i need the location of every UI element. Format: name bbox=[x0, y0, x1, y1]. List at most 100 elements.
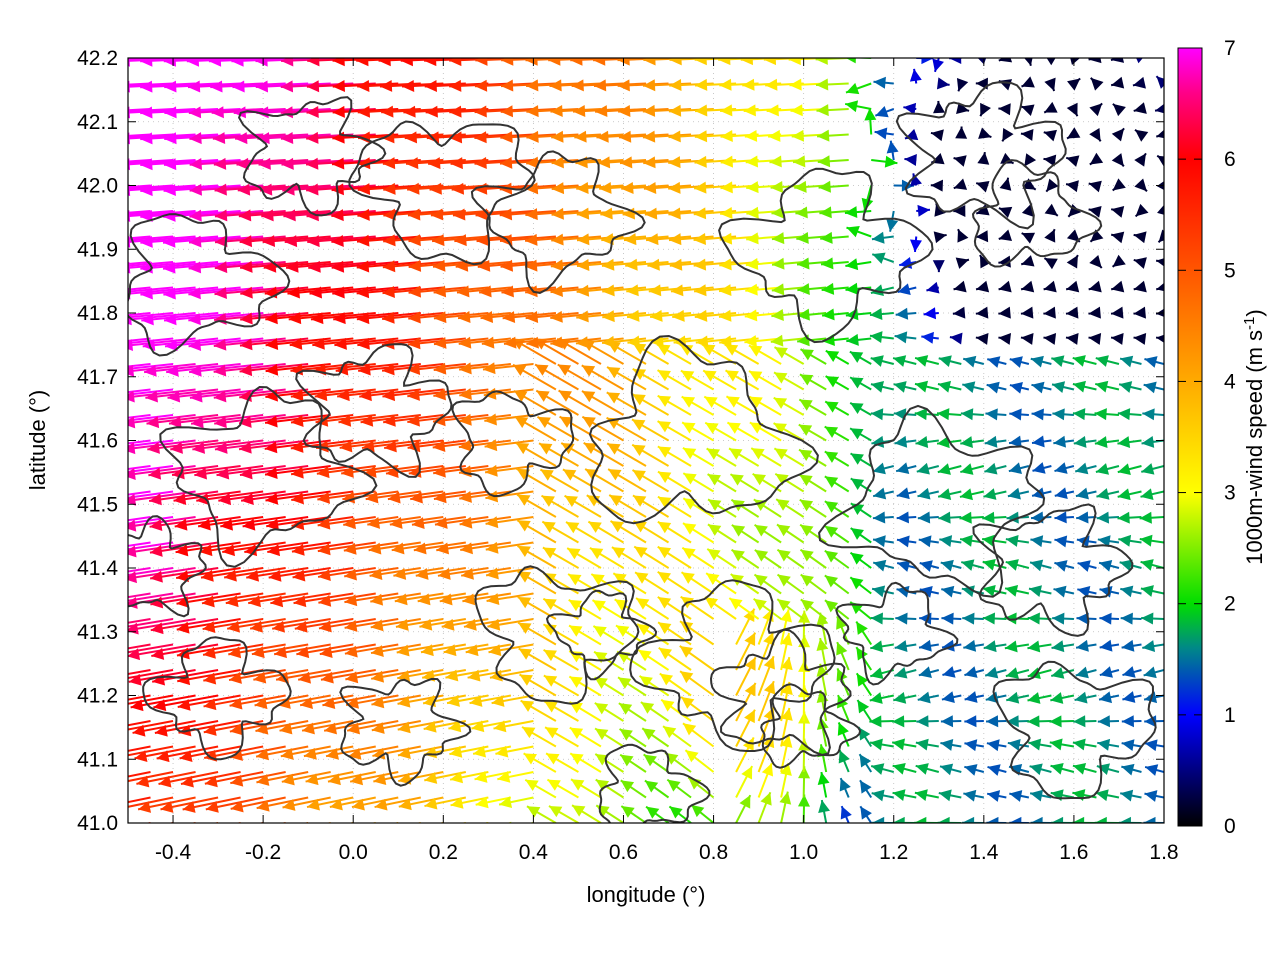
wind-vector-head bbox=[213, 364, 227, 377]
wind-vector-head bbox=[327, 773, 341, 786]
wind-vector-head bbox=[151, 648, 165, 660]
wind-vector-head bbox=[796, 257, 810, 270]
wind-vector-head bbox=[621, 181, 634, 194]
wind-vector-head bbox=[518, 648, 533, 660]
wind-vector-head bbox=[140, 106, 153, 119]
wind-vector-head bbox=[705, 422, 719, 434]
wind-vector-head bbox=[870, 667, 884, 679]
wind-vector-head bbox=[381, 105, 394, 118]
wind-vector-head bbox=[432, 440, 446, 452]
wind-vector-head bbox=[407, 337, 421, 350]
wind-vector-head bbox=[741, 766, 753, 780]
wind-vector-shaft bbox=[258, 159, 331, 166]
wind-vector-head bbox=[1134, 178, 1147, 192]
wind-vector-head bbox=[203, 724, 217, 736]
wind-vector-head bbox=[953, 280, 967, 293]
wind-vector-head bbox=[433, 465, 446, 478]
wind-vector-head bbox=[73, 288, 86, 300]
wind-vector-head bbox=[177, 673, 191, 686]
wind-vector-head bbox=[176, 621, 190, 634]
wind-vector-head bbox=[743, 104, 756, 117]
wind-vector-head bbox=[1094, 816, 1107, 823]
wind-vector-head bbox=[218, 493, 232, 506]
wind-vector-head bbox=[937, 463, 951, 475]
wind-vector-shaft bbox=[128, 363, 151, 368]
wind-vector-head bbox=[128, 416, 136, 429]
wind-vector-head bbox=[962, 381, 976, 394]
wind-vector-head bbox=[474, 105, 487, 118]
wind-vector-head bbox=[858, 727, 871, 741]
wind-vector-head bbox=[309, 286, 323, 299]
wind-vector-head bbox=[356, 260, 370, 273]
wind-vector-head bbox=[668, 130, 681, 143]
wind-vector-head bbox=[306, 106, 319, 119]
wind-vector-head bbox=[499, 156, 513, 169]
wind-vector-head bbox=[915, 436, 929, 448]
wind-vector-head bbox=[960, 436, 973, 448]
wind-vector-head bbox=[850, 402, 864, 415]
wind-vector-head bbox=[642, 130, 656, 143]
contour-line bbox=[992, 660, 1157, 800]
wind-vector-head bbox=[872, 816, 885, 823]
wind-vector-head bbox=[237, 183, 251, 196]
wind-vector-head bbox=[425, 823, 438, 835]
wind-vector-head bbox=[259, 183, 273, 196]
wind-vector-head bbox=[397, 747, 411, 759]
wind-vector-head bbox=[932, 58, 944, 72]
wind-vector-head bbox=[588, 521, 602, 533]
wind-vector-head bbox=[130, 699, 144, 712]
wind-vector-head bbox=[627, 309, 640, 322]
wind-vector-head bbox=[198, 518, 211, 531]
wind-vector-head bbox=[50, 236, 62, 248]
wind-vector-head bbox=[543, 598, 557, 610]
wind-vector-shaft bbox=[128, 388, 151, 394]
wind-vector-head bbox=[459, 362, 472, 375]
wind-vector-head bbox=[643, 181, 657, 194]
wind-vector-shaft bbox=[128, 771, 174, 783]
wind-vector-head bbox=[1140, 559, 1154, 571]
wind-vector-head bbox=[345, 671, 359, 684]
wind-vector-head bbox=[1027, 715, 1040, 728]
wind-vector-head bbox=[551, 182, 565, 195]
wind-vector-head bbox=[746, 232, 759, 245]
wind-vector-shaft bbox=[128, 466, 129, 468]
wind-vector-head bbox=[760, 792, 772, 806]
wind-vector-shaft bbox=[506, 822, 511, 823]
wind-vector-head bbox=[780, 707, 793, 721]
wind-vector-head bbox=[952, 306, 966, 319]
wind-vector-head bbox=[196, 493, 209, 506]
wind-vector-head bbox=[192, 441, 206, 454]
wind-vector-head bbox=[961, 559, 975, 571]
wind-vector-head bbox=[800, 524, 814, 537]
wind-vector-head bbox=[214, 183, 227, 196]
wind-vector-head bbox=[815, 78, 829, 91]
wind-vector-head bbox=[61, 674, 74, 686]
wind-vector-head bbox=[1006, 511, 1019, 524]
wind-vector-head bbox=[1006, 691, 1020, 704]
wind-vector-head bbox=[541, 495, 555, 507]
wind-vector-head bbox=[203, 646, 216, 659]
wind-vector-head bbox=[382, 286, 395, 298]
wind-vector-head bbox=[626, 284, 639, 297]
wind-vector-head bbox=[797, 283, 810, 296]
wind-vector-head bbox=[816, 104, 829, 117]
wind-vector-head bbox=[794, 180, 807, 193]
wind-vector-head bbox=[941, 612, 954, 625]
wind-vector-head bbox=[836, 616, 848, 630]
wind-vector-head bbox=[239, 415, 252, 428]
wind-vector-head bbox=[582, 416, 596, 428]
wind-vector-head bbox=[957, 229, 969, 243]
wind-vector-head bbox=[1072, 789, 1086, 801]
wind-vector-head bbox=[817, 772, 830, 786]
wind-vector-head bbox=[897, 560, 911, 572]
wind-vector-head bbox=[514, 416, 529, 428]
wind-vector-head bbox=[557, 364, 572, 376]
wind-vector-head bbox=[1066, 255, 1078, 269]
wind-vector-head bbox=[693, 258, 707, 271]
wind-vector-head bbox=[291, 492, 304, 505]
wind-vector-head bbox=[164, 106, 177, 119]
wind-vector-head bbox=[919, 586, 933, 598]
contour-line bbox=[451, 390, 575, 498]
wind-vector-head bbox=[1052, 408, 1065, 421]
wind-vector-head bbox=[998, 103, 1011, 116]
